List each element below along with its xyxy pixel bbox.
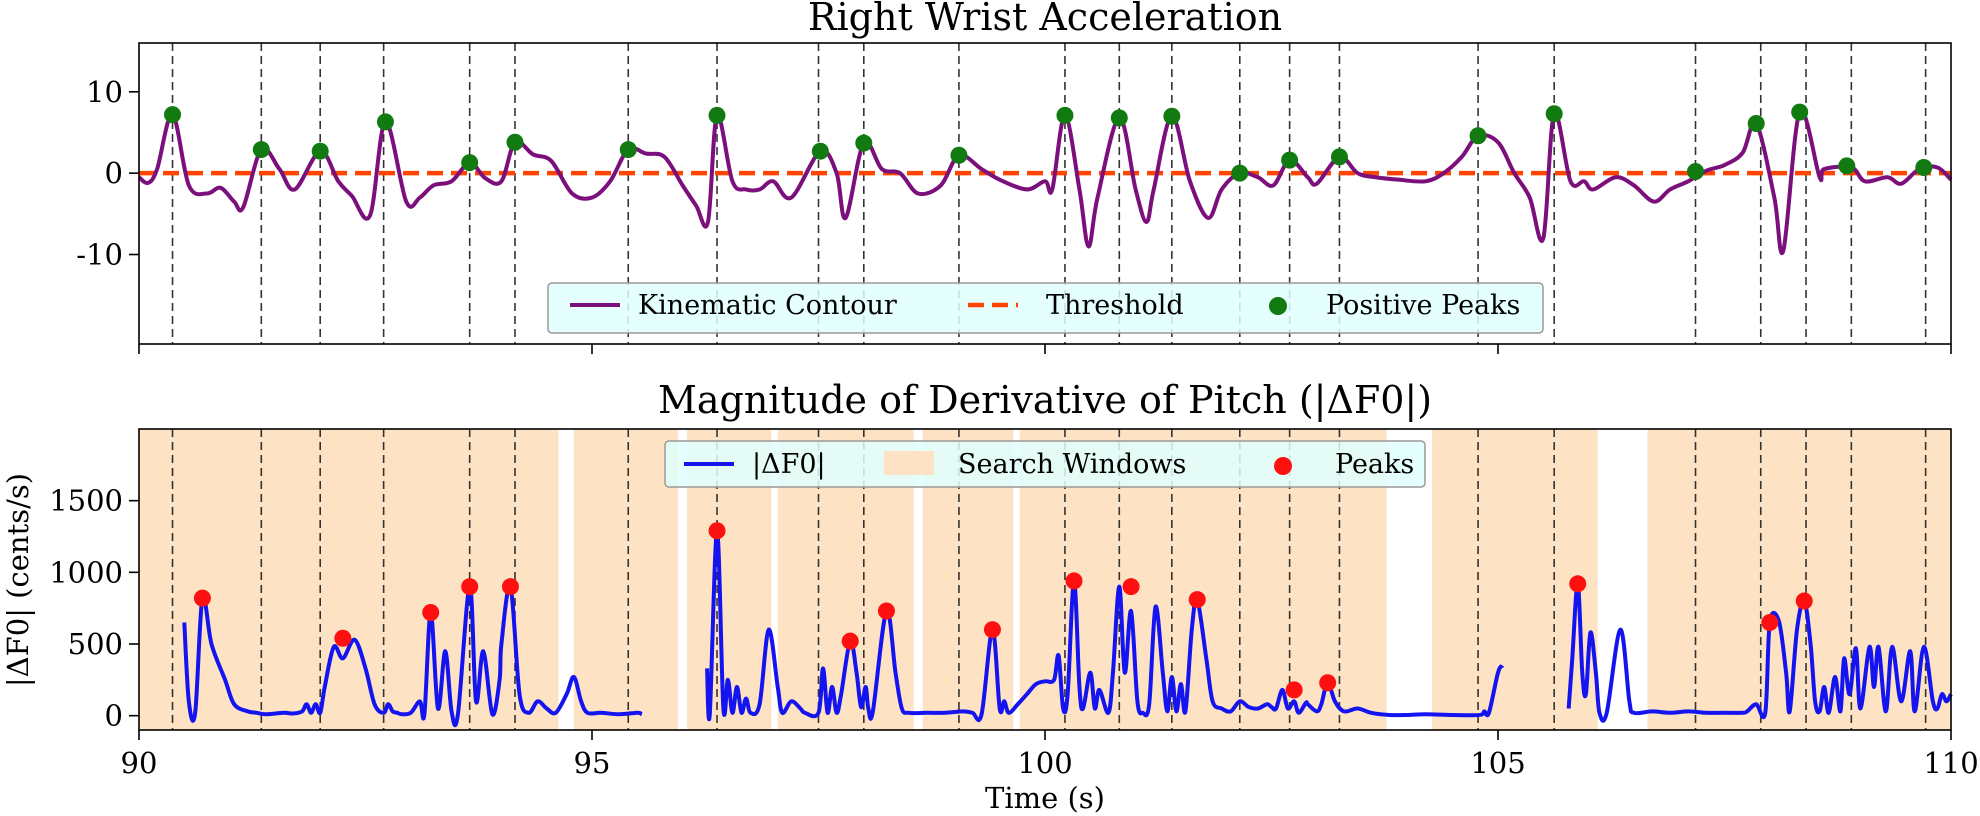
legend-marker-peaks: [1274, 457, 1292, 475]
peak-point: [334, 629, 352, 647]
legend-label-windows: Search Windows: [958, 449, 1186, 480]
y-tick-label: 1500: [49, 484, 123, 518]
y-tick-label: 500: [68, 627, 123, 661]
peak-point: [1281, 151, 1299, 169]
x-axis-label: Time (s): [985, 781, 1105, 815]
y-tick-label: 10: [86, 75, 123, 109]
kinematic-contour-series: [137, 108, 1953, 255]
peak-point: [1687, 163, 1705, 181]
pitch-derivative-series: [1566, 581, 1953, 723]
peak-point: [1163, 107, 1181, 125]
peak-point: [252, 141, 270, 159]
y-tick-label: -10: [76, 238, 123, 272]
y-tick-label: 0: [105, 699, 123, 733]
peak-point: [1915, 158, 1933, 176]
search-window: [139, 429, 559, 730]
search-window: [573, 429, 679, 730]
peak-point: [501, 578, 519, 596]
x-tick-label: 110: [1923, 746, 1978, 780]
pitch-derivative-series: [705, 528, 1505, 722]
peak-point: [1285, 681, 1303, 699]
peak-point: [983, 621, 1001, 639]
peak-point: [1122, 578, 1140, 596]
peak-point: [841, 632, 859, 650]
legend-label-threshold: Threshold: [1046, 290, 1184, 321]
peak-point: [1188, 591, 1206, 609]
peak-point: [811, 142, 829, 160]
peak-point: [164, 106, 182, 124]
x-tick-label: 90: [121, 746, 158, 780]
peak-point: [506, 133, 524, 151]
peak-point: [1065, 572, 1083, 590]
peak-point: [1330, 148, 1348, 166]
peak-point: [1056, 106, 1074, 124]
peak-point: [1795, 592, 1813, 610]
search-window: [1647, 429, 1951, 730]
y-axis-label: |ΔF0| (cents/s): [1, 473, 35, 687]
y-tick-label: 1000: [49, 555, 123, 589]
peak-point: [1838, 157, 1856, 175]
legend-label-peaks: Peaks: [1335, 449, 1414, 480]
peak-point: [708, 106, 726, 124]
legend-swatch-windows: [884, 451, 934, 475]
peak-point: [1319, 674, 1337, 692]
pitch-derivative-series: [182, 583, 643, 728]
legend-label-peaks: Positive Peaks: [1326, 290, 1520, 321]
peak-point: [311, 142, 329, 160]
peak-point: [461, 154, 479, 172]
peak-point: [193, 589, 211, 607]
peak-point: [1545, 105, 1563, 123]
pitch-derivative-title: Magnitude of Derivative of Pitch (|ΔF0|): [658, 378, 1432, 422]
x-tick-label: 100: [1017, 746, 1072, 780]
peak-point: [708, 522, 726, 540]
peak-point: [422, 603, 440, 621]
legend-box: [664, 440, 1426, 488]
x-tick-label: 105: [1470, 746, 1525, 780]
legend-marker-peaks: [1269, 297, 1287, 315]
x-tick-label: 95: [574, 746, 611, 780]
legend-label-signal: |ΔF0|: [752, 449, 826, 480]
peak-point: [1569, 575, 1587, 593]
peak-point: [376, 113, 394, 131]
acceleration-legend: Kinematic Contour Threshold Positive Pea…: [547, 282, 1544, 334]
peak-point: [1761, 614, 1779, 631]
peak-point: [619, 141, 637, 159]
legend-label-contour: Kinematic Contour: [638, 290, 897, 321]
peak-point: [461, 578, 479, 596]
peak-point: [1469, 127, 1487, 145]
peak-point: [1231, 164, 1249, 182]
pitch-derivative-panel: Magnitude of Derivative of Pitch (|ΔF0|)…: [1, 378, 1979, 815]
peak-point: [1791, 103, 1809, 121]
y-tick-label: 0: [105, 156, 123, 190]
peak-point: [1747, 115, 1765, 133]
peak-point: [950, 146, 968, 164]
pitch-legend: |ΔF0| Search Windows Peaks: [664, 440, 1426, 488]
legend-box: [547, 282, 1544, 334]
peak-point: [1110, 109, 1128, 127]
peak-point: [877, 602, 895, 620]
peak-point: [855, 134, 873, 152]
acceleration-title: Right Wrist Acceleration: [808, 0, 1282, 39]
